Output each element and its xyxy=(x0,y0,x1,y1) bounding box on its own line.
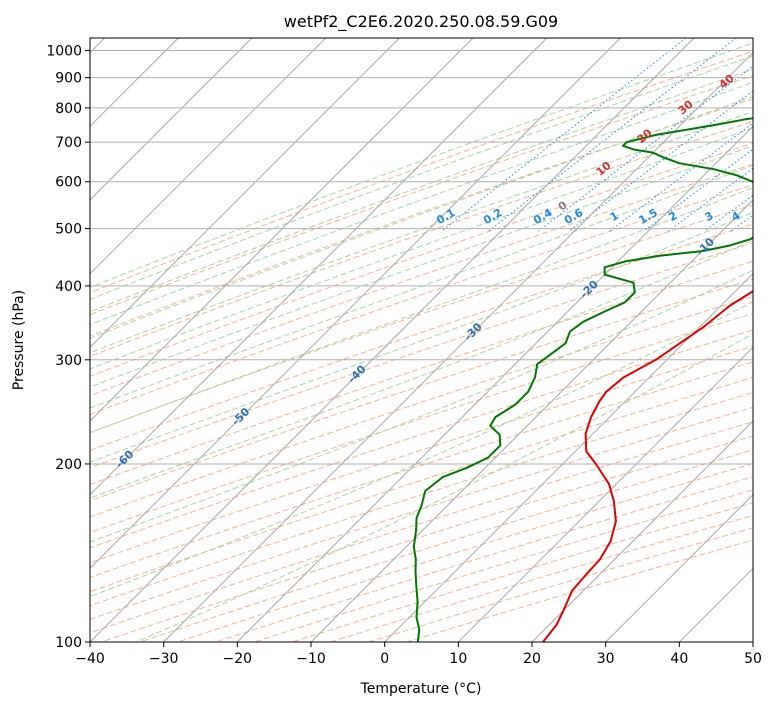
x-tick-label: 10 xyxy=(449,651,467,667)
mixing-ratio-line xyxy=(538,65,753,232)
moist-adiabat-line xyxy=(90,42,753,288)
x-tick-label: 30 xyxy=(597,651,615,667)
mixing-ratio-line xyxy=(488,38,737,232)
y-tick-label: 300 xyxy=(55,353,82,369)
dry-adiabat-line xyxy=(90,184,753,415)
isotherm-line xyxy=(457,346,753,642)
y-tick-label: 1000 xyxy=(46,44,82,60)
isotherm-line xyxy=(90,38,474,422)
skewed-isotherms xyxy=(90,38,753,642)
moist-adiabat-line xyxy=(90,96,753,339)
mixing-ratio-line xyxy=(770,38,775,231)
moist-adiabat-line xyxy=(90,164,753,409)
isotherm-line xyxy=(531,420,753,642)
plot-content: -100-90-80-70-60-50-40-30-20-100.10.20.4… xyxy=(0,38,775,642)
profile-series xyxy=(412,117,753,642)
moist-adiabat-line xyxy=(90,110,753,354)
y-axis: 100 200 300 400 500 600 700 800 900 1000 xyxy=(46,44,90,651)
dry-adiabat-line xyxy=(90,163,753,397)
dry-adiabat-line xyxy=(90,392,753,607)
moist-adiabat-line xyxy=(90,81,753,326)
plot-area xyxy=(90,38,753,642)
moist-adiabats xyxy=(90,42,753,642)
y-tick-label: 800 xyxy=(55,101,82,117)
isotherm-line xyxy=(90,38,621,570)
isotherm-line xyxy=(236,125,753,642)
x-axis: −40 −30 −20 −10 0 10 20 30 40 50 xyxy=(75,642,762,667)
dry-adiabat-line xyxy=(90,278,753,502)
y-tick-label: 100 xyxy=(55,635,82,651)
isotherm-line xyxy=(163,51,753,642)
dry-adiabat-line xyxy=(90,376,753,593)
x-tick-label: −30 xyxy=(149,651,179,667)
dry-adiabat-line xyxy=(90,329,753,549)
x-tick-label: −40 xyxy=(75,651,105,667)
isotherm-line xyxy=(605,493,753,642)
y-tick-label: 400 xyxy=(55,279,82,295)
dry-adiabat-line xyxy=(90,98,753,337)
y-tick-label: 600 xyxy=(55,175,82,191)
isotherm-line xyxy=(752,641,753,642)
isotherm-line xyxy=(90,38,253,201)
moist-adiabat-line xyxy=(90,127,753,370)
x-tick-label: −10 xyxy=(296,651,326,667)
dewpoint-line xyxy=(412,117,753,642)
y-tick-label: 200 xyxy=(55,457,82,473)
x-tick-label: 50 xyxy=(744,651,762,667)
y-axis-label: Pressure (hPa) xyxy=(11,290,27,390)
mixing-ratio-label: 6 xyxy=(768,209,775,224)
mixing-ratio-line xyxy=(609,122,753,232)
dry-adiabat-line xyxy=(90,242,753,469)
x-tick-label: 40 xyxy=(670,651,688,667)
moist-adiabat-line xyxy=(90,68,753,313)
moist-adiabat-line xyxy=(90,301,753,598)
dry-adiabat-line xyxy=(90,50,753,294)
dry-adiabat-line xyxy=(90,345,753,564)
mixing-ratio-lines xyxy=(441,38,775,232)
y-tick-label: 500 xyxy=(55,222,82,238)
isotherm-line xyxy=(90,38,327,275)
isotherm-label: -70 xyxy=(0,490,20,513)
dry-adiabat-line xyxy=(90,74,753,316)
isotherm-line xyxy=(90,38,400,349)
x-tick-label: 0 xyxy=(380,651,389,667)
mixing-ratio-line xyxy=(441,38,687,232)
pressure-gridlines xyxy=(90,50,753,642)
y-tick-label: 700 xyxy=(55,135,82,151)
isotherm-line xyxy=(384,272,753,642)
y-tick-label: 900 xyxy=(55,71,82,87)
isotherm-line xyxy=(90,38,548,496)
temperature-line xyxy=(542,290,753,642)
isotherm-line xyxy=(310,199,753,642)
moist-adiabat-line xyxy=(90,55,753,301)
moist-adiabat-line xyxy=(135,333,753,642)
moist-adiabat-line xyxy=(90,187,753,434)
x-tick-label: 20 xyxy=(523,651,541,667)
plot-frame xyxy=(89,37,754,643)
chart-title: wetPf2_C2E6.2020.250.08.59.G09 xyxy=(284,12,558,32)
dry-adiabat-line xyxy=(90,295,753,518)
isotherm-line xyxy=(90,38,695,642)
x-axis-label: Temperature (°C) xyxy=(360,681,482,697)
x-tick-label: −20 xyxy=(223,651,253,667)
